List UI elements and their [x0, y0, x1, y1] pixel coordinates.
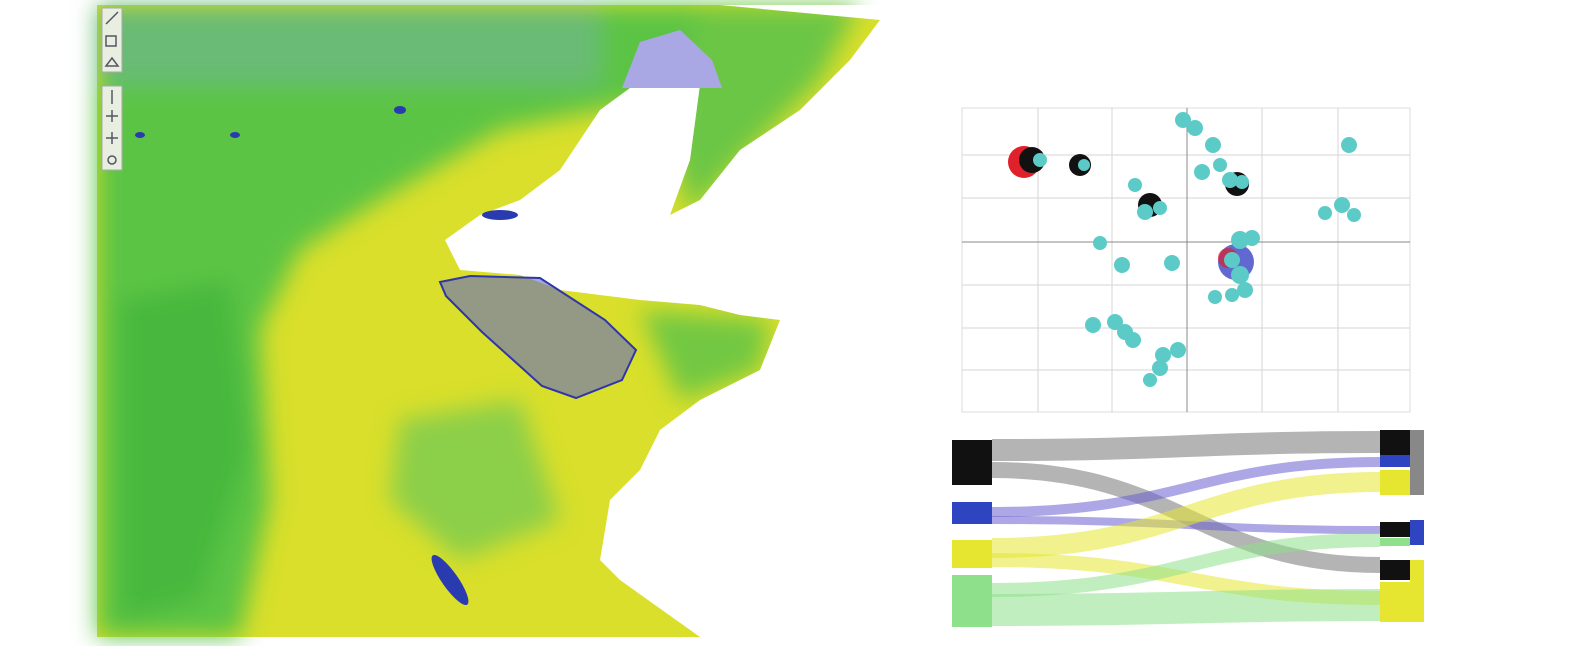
toolbar-group — [101, 85, 123, 171]
tool-button[interactable] — [106, 110, 118, 122]
selection-polygon[interactable] — [438, 274, 638, 400]
sea — [445, 5, 910, 637]
tool-button[interactable] — [104, 56, 120, 67]
tool-button[interactable] — [107, 155, 117, 165]
tool-button[interactable] — [105, 11, 119, 25]
bay — [622, 30, 722, 88]
tool-button[interactable] — [105, 35, 117, 47]
map-toolbar — [101, 7, 123, 171]
sankey-flows — [991, 431, 1381, 626]
sankey-nodes-right — [1380, 430, 1424, 622]
water-bodies — [135, 106, 518, 605]
map[interactable] — [97, 5, 910, 637]
sankey-nodes-left — [952, 440, 992, 627]
scatter-axes — [962, 108, 1410, 412]
scatter-panel — [961, 107, 1411, 413]
map-vegetation — [97, 5, 860, 637]
tool-button[interactable] — [106, 132, 118, 144]
scatter-points — [1033, 112, 1361, 387]
sankey-panel — [952, 430, 1424, 627]
